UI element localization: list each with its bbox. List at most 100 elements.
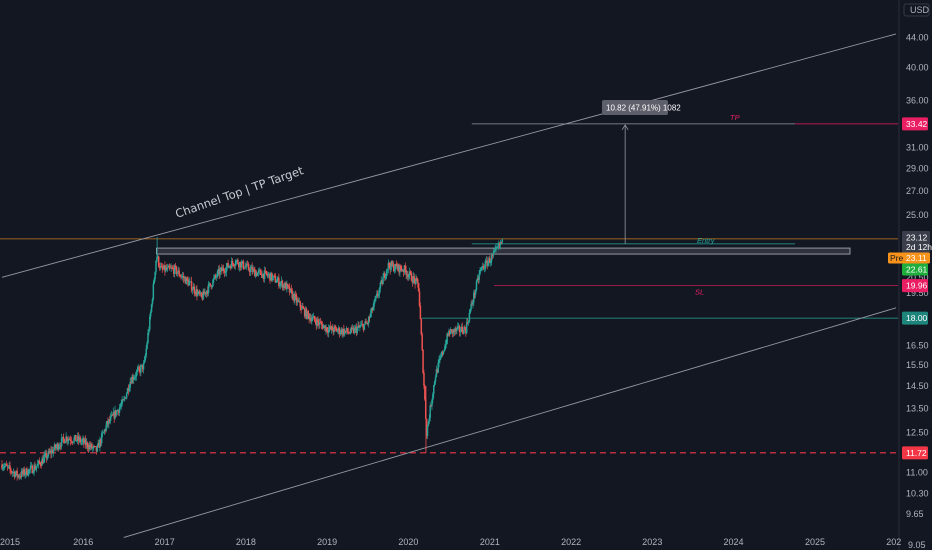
candle xyxy=(334,324,336,332)
candle xyxy=(446,332,448,345)
candle xyxy=(35,466,38,473)
candle xyxy=(57,442,59,452)
candle xyxy=(447,333,449,337)
candle-body xyxy=(386,268,389,271)
candle-body xyxy=(10,469,12,472)
candle xyxy=(75,435,77,442)
candle-body xyxy=(206,290,209,294)
candle-body xyxy=(207,284,210,294)
candle-body xyxy=(173,268,175,274)
candle xyxy=(105,421,107,432)
candle-body xyxy=(102,432,105,434)
candle xyxy=(67,438,69,446)
candle xyxy=(443,345,446,352)
candle xyxy=(262,270,264,279)
candle-body xyxy=(29,466,32,470)
candle-body xyxy=(191,289,194,291)
candle xyxy=(44,449,47,457)
candle-body xyxy=(137,367,139,370)
candle xyxy=(468,309,471,324)
candle-body xyxy=(347,331,350,333)
candle-body xyxy=(313,316,316,320)
candle xyxy=(196,284,198,301)
candle xyxy=(299,300,301,311)
candle xyxy=(56,442,58,451)
candle xyxy=(100,437,102,447)
candle xyxy=(194,291,196,297)
candle xyxy=(444,339,447,351)
candle xyxy=(254,270,257,279)
candle xyxy=(497,240,500,251)
candle xyxy=(51,445,53,459)
candle xyxy=(116,409,118,417)
candle xyxy=(325,324,327,335)
candle xyxy=(489,255,491,264)
candle-body xyxy=(25,468,27,474)
currency-label[interactable]: USD xyxy=(910,5,930,15)
time-axis[interactable]: 2015 2016 2017 2018 2019 2020 2021 2022 2023 2024… xyxy=(0,537,901,547)
candle xyxy=(146,340,148,350)
candle-body xyxy=(403,265,406,273)
candle-body xyxy=(391,261,393,266)
candle-body xyxy=(197,292,199,296)
candle xyxy=(74,434,76,440)
candle-body xyxy=(390,261,392,270)
y-tick-label: 29.00 xyxy=(906,163,929,173)
candle xyxy=(378,287,381,299)
candle xyxy=(499,239,502,250)
candle-body xyxy=(278,284,281,287)
candle xyxy=(289,288,292,294)
candle-body xyxy=(348,332,350,334)
candle-body xyxy=(471,303,473,305)
candle xyxy=(496,246,498,250)
pre-market-badge xyxy=(888,252,930,264)
candle xyxy=(197,289,199,297)
candle-body xyxy=(464,327,466,329)
candle-body xyxy=(416,278,418,280)
candle-body xyxy=(226,263,228,267)
candle-body xyxy=(416,279,419,284)
candle xyxy=(254,266,256,277)
candle-body xyxy=(407,274,409,277)
candle xyxy=(21,468,24,477)
candle xyxy=(400,264,402,272)
candle xyxy=(404,262,407,273)
candle xyxy=(158,262,161,271)
candle xyxy=(93,445,96,448)
candle xyxy=(94,446,97,447)
last-price-value: 23.12 xyxy=(906,233,928,243)
candle-body xyxy=(295,296,298,303)
candle xyxy=(127,384,130,396)
candle-body xyxy=(171,267,173,269)
candle xyxy=(483,264,486,273)
candle-body xyxy=(363,324,366,330)
candle-body xyxy=(429,405,431,419)
candle-body xyxy=(211,285,213,288)
candle xyxy=(478,270,480,284)
price-axis[interactable]: USD 9.65 10.30 11.00 12.50 13.50 14.50 15.50 16… xyxy=(898,0,930,550)
candle xyxy=(408,267,411,280)
candle xyxy=(348,331,350,334)
candle-body xyxy=(375,296,377,300)
candle-body xyxy=(327,328,330,333)
candle xyxy=(376,290,378,298)
candle xyxy=(424,384,426,401)
candle xyxy=(26,466,28,476)
candle-body xyxy=(141,364,144,370)
candle-body xyxy=(115,410,117,415)
candle xyxy=(426,425,429,439)
candle-body xyxy=(475,281,478,290)
candle xyxy=(390,260,392,272)
candle xyxy=(102,431,105,434)
candle-body xyxy=(97,442,99,446)
candle-body xyxy=(192,286,195,290)
candle xyxy=(246,260,249,265)
candle-body xyxy=(43,457,45,464)
candle xyxy=(98,439,100,448)
candle-body xyxy=(368,316,370,324)
candle-body xyxy=(138,367,140,369)
candle-body xyxy=(354,327,357,329)
candle xyxy=(351,324,353,333)
candle xyxy=(398,263,400,276)
